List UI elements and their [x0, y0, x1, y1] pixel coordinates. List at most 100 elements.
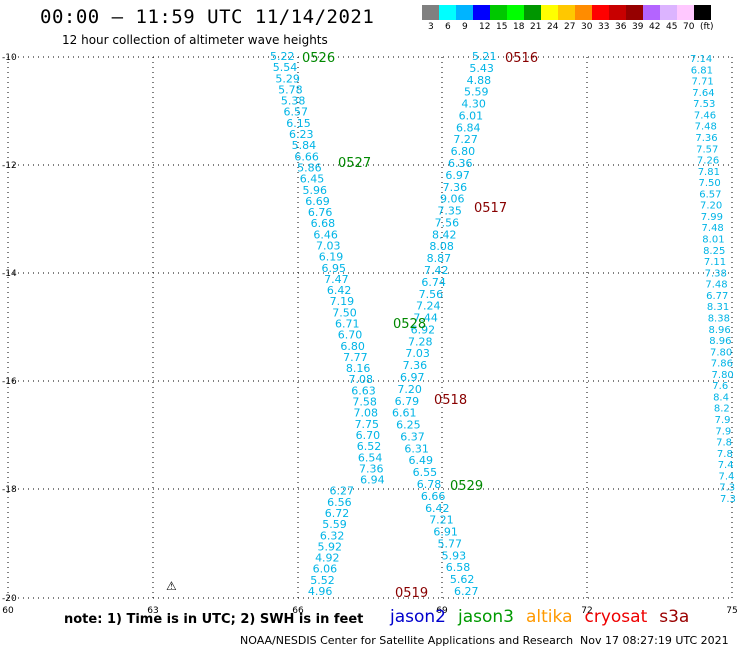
legend-label: 33	[598, 22, 610, 32]
swh-value: 7.48	[695, 122, 717, 133]
swh-value: 8.42	[432, 228, 457, 241]
swh-value: 5.38	[281, 95, 306, 108]
pass-time-label: 0526	[302, 51, 335, 66]
swh-value: 7.20	[397, 383, 422, 396]
swh-value: 7.48	[705, 280, 727, 291]
swh-value: 6.66	[421, 490, 446, 503]
legend-label: 24	[547, 22, 559, 32]
legend-swatch: 36	[609, 5, 626, 32]
swh-value: 7.11	[704, 257, 726, 268]
legend-label: (ft)	[700, 22, 714, 32]
swh-value: 6.23	[289, 128, 314, 141]
swh-value: 8.96	[709, 336, 731, 347]
swh-value: 6.58	[446, 561, 471, 574]
legend-label: 45	[666, 22, 678, 32]
legend-swatch: 21	[524, 5, 541, 32]
swh-value: 7.26	[697, 156, 719, 167]
swh-value: 7.42	[424, 264, 449, 277]
swh-value: 7.36	[403, 359, 428, 372]
swh-value: 8.87	[427, 252, 452, 265]
swh-value: 6.19	[319, 251, 344, 264]
swh-value: 4.30	[461, 98, 486, 111]
swh-value: 5.96	[303, 184, 328, 197]
swh-value: 6.68	[311, 217, 336, 230]
swh-value: 6.42	[327, 284, 352, 297]
swh-value: 7.08	[353, 407, 378, 420]
swh-value: 6.81	[691, 65, 713, 76]
swh-value: 7.75	[355, 418, 380, 431]
pass-time-label: 0517	[474, 201, 507, 216]
legend-label: 70	[683, 22, 695, 32]
swh-value: 7.20	[700, 201, 722, 212]
swh-value: 6.27	[330, 485, 355, 498]
legend-swatch: 70	[677, 5, 694, 32]
swh-value: 5.84	[292, 139, 317, 152]
swh-value: 7.46	[694, 110, 716, 121]
pass-time-label: 0529	[450, 479, 483, 494]
swh-value: 5.59	[322, 518, 347, 531]
pass-time-label: 0528	[393, 317, 426, 332]
legend-swatch: 12	[473, 5, 490, 32]
swh-value: 7.38	[705, 268, 727, 279]
swh-value: 6.37	[400, 430, 425, 443]
swh-value: 6.66	[294, 150, 319, 163]
swh-value: 5.22	[270, 50, 295, 63]
legend-swatch: 6	[439, 5, 456, 32]
legend-label: 9	[462, 22, 468, 32]
swh-value: 6.91	[433, 526, 458, 539]
swh-value: 6.63	[351, 384, 376, 397]
map-subtitle: 12 hour collection of altimeter wave hei…	[62, 33, 328, 47]
island-outline-icon: ⚠	[166, 579, 177, 593]
swh-value: 7.6	[712, 381, 728, 392]
footer-note: note: 1) Time is in UTC; 2) SWH is in fe…	[64, 612, 364, 627]
swh-value: 8.08	[429, 240, 454, 253]
mission-cryosat: cryosat	[584, 607, 648, 627]
lat-tick-label: -10	[2, 53, 17, 63]
swh-value: 7.50	[332, 306, 357, 319]
swh-value: 7.50	[698, 178, 720, 189]
swh-value: 5.93	[442, 549, 467, 562]
legend-label: 27	[564, 22, 576, 32]
swh-value: 8.16	[346, 362, 371, 375]
lon-tick-label: 63	[147, 606, 158, 616]
swh-value: 7.21	[429, 514, 454, 527]
legend-swatch: 15	[490, 5, 507, 32]
swh-value: 6.80	[340, 340, 365, 353]
swh-value: 7.8	[716, 438, 732, 449]
swh-value: 6.55	[413, 466, 438, 479]
legend-label: 42	[649, 22, 661, 32]
swh-value: 6.94	[360, 474, 385, 487]
swh-value: 5.43	[469, 62, 494, 75]
swh-value: 5.62	[450, 573, 475, 586]
swh-value: 7.3	[719, 483, 735, 494]
legend-label: 18	[513, 22, 525, 32]
swh-value: 6.74	[421, 276, 446, 289]
swh-value: 5.21	[472, 50, 497, 63]
swh-value: 8.25	[703, 246, 725, 257]
credit-text: NOAA/NESDIS Center for Satellite Applica…	[240, 634, 574, 647]
swh-value: 7.57	[696, 144, 718, 155]
pass-time-label: 0516	[505, 51, 538, 66]
swh-value: 7.4	[718, 460, 734, 471]
swh-value: 7.24	[416, 300, 441, 313]
swh-value: 7.08	[349, 373, 374, 386]
legend-swatch: 45	[660, 5, 677, 32]
swh-value: 7.9	[715, 415, 731, 426]
legend-label: 6	[445, 22, 451, 32]
swh-value: 5.59	[464, 86, 489, 99]
swh-value: 6.56	[327, 496, 352, 509]
swh-value: 6.15	[286, 117, 311, 130]
lon-tick-label: 66	[292, 606, 304, 616]
swh-value: 6.95	[321, 262, 346, 275]
legend-label: 21	[530, 22, 542, 32]
swh-value: 6.72	[325, 507, 350, 520]
lat-tick-label: -20	[2, 594, 17, 604]
pass-time-label: 0527	[338, 156, 371, 171]
legend-swatch: 3	[422, 5, 439, 32]
lon-tick-label: 75	[726, 606, 737, 616]
swh-value: 6.57	[699, 189, 721, 200]
swh-value: 6.46	[313, 228, 338, 241]
swh-value: 7.4	[718, 471, 734, 482]
swh-value: 6.69	[305, 195, 330, 208]
